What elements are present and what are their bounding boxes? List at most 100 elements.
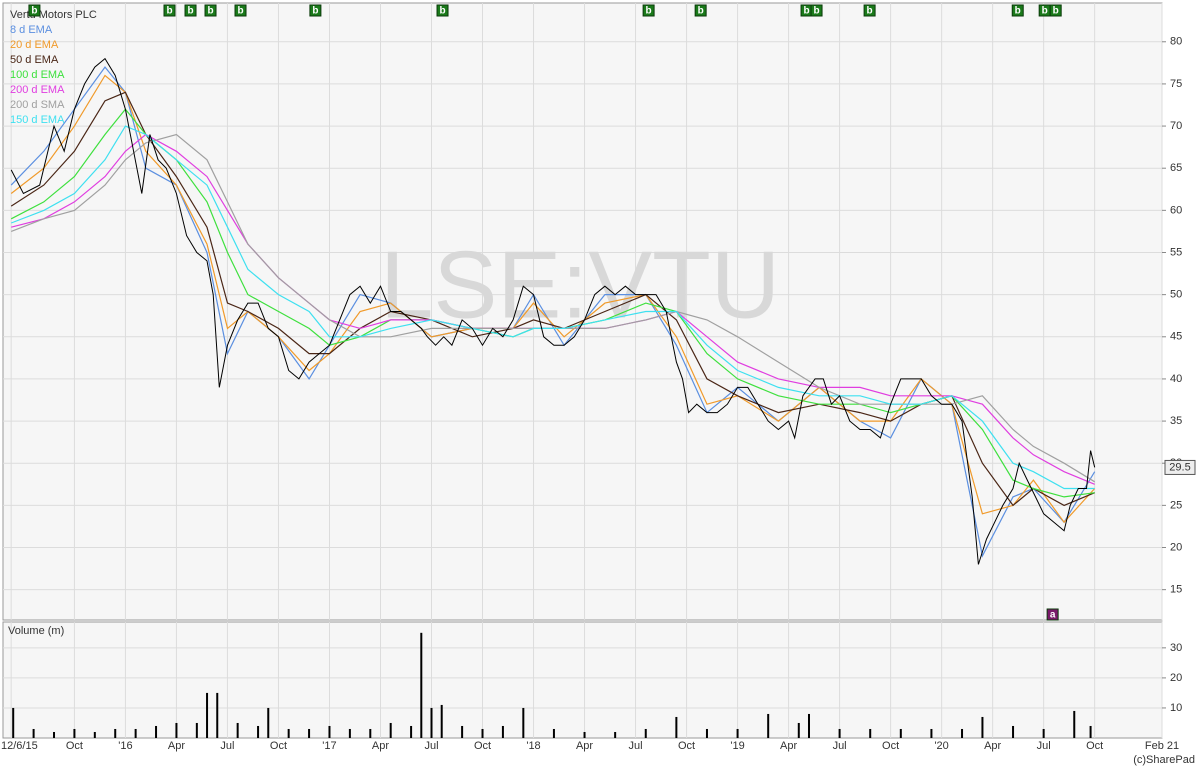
event-marker bbox=[642, 4, 655, 17]
event-label: b bbox=[207, 6, 213, 17]
event-marker bbox=[204, 4, 217, 17]
volume-bar bbox=[93, 731, 96, 738]
volume-bar bbox=[32, 728, 35, 738]
legend-entry: 100 d EMA bbox=[10, 69, 65, 81]
volume-bar bbox=[461, 725, 464, 738]
event-label: b bbox=[31, 6, 37, 17]
event-marker bbox=[234, 4, 247, 17]
event-label: b bbox=[1053, 6, 1059, 17]
volume-bar bbox=[767, 713, 770, 738]
legend-entry: 150 d EMA bbox=[10, 114, 65, 126]
volume-bar bbox=[328, 725, 331, 738]
x-tick-label: Jul bbox=[833, 740, 847, 752]
volume-bar bbox=[675, 716, 678, 738]
volume-bar bbox=[1089, 725, 1092, 738]
event-marker bbox=[184, 4, 197, 17]
volume-bar bbox=[308, 728, 311, 738]
volume-bar bbox=[73, 728, 76, 738]
event-label: b bbox=[439, 6, 445, 17]
y-tick-label: 10 bbox=[1170, 702, 1182, 714]
volume-bar bbox=[206, 692, 209, 738]
x-tick-label: Feb 21 bbox=[1145, 740, 1179, 752]
ma-line bbox=[10, 125, 1095, 490]
volume-bar bbox=[583, 731, 586, 738]
x-tick-label: Oct bbox=[882, 740, 899, 752]
volume-bar bbox=[1073, 710, 1076, 738]
legend-entry: 20 d EMA bbox=[10, 39, 59, 51]
volume-bar bbox=[501, 725, 504, 738]
x-tick-label: Oct bbox=[678, 740, 695, 752]
x-tick-label: '20 bbox=[934, 740, 948, 752]
price-panel bbox=[2, 2, 1163, 621]
volume-bar bbox=[981, 716, 984, 738]
volume-bar bbox=[522, 707, 525, 738]
volume-bar bbox=[899, 728, 902, 738]
chart-title: Volume (m) bbox=[8, 625, 64, 637]
event-label: a bbox=[1050, 610, 1056, 621]
volume-bar bbox=[838, 728, 841, 738]
last-price-box bbox=[1164, 459, 1196, 475]
y-tick-label: 25 bbox=[1170, 499, 1182, 511]
y-tick-label: 50 bbox=[1170, 289, 1182, 301]
legend-entry: 8 d EMA bbox=[10, 24, 53, 36]
volume-bar bbox=[961, 728, 964, 738]
price-line bbox=[10, 57, 1096, 565]
event-marker bbox=[810, 4, 823, 17]
y-tick-label: 65 bbox=[1170, 162, 1182, 174]
x-tick-label: Apr bbox=[168, 740, 185, 752]
x-tick-label: Apr bbox=[780, 740, 797, 752]
chart-title: Vertu Motors PLC bbox=[10, 9, 97, 21]
watermark: LSE:VTU bbox=[380, 231, 780, 338]
x-tick-label: '17 bbox=[322, 740, 336, 752]
volume-bar bbox=[175, 722, 178, 738]
volume-bar bbox=[797, 722, 800, 738]
event-marker bbox=[694, 4, 707, 17]
x-tick-label: Jul bbox=[629, 740, 643, 752]
y-tick-label: 45 bbox=[1170, 331, 1182, 343]
x-tick-label: Apr bbox=[576, 740, 593, 752]
volume-bar bbox=[481, 728, 484, 738]
y-tick-label: 35 bbox=[1170, 415, 1182, 427]
x-tick-label: Jul bbox=[424, 740, 438, 752]
y-tick-label: 75 bbox=[1170, 78, 1182, 90]
x-tick-label: Oct bbox=[270, 740, 287, 752]
event-marker bbox=[163, 4, 176, 17]
volume-bar bbox=[236, 722, 239, 738]
x-tick-label: Oct bbox=[1086, 740, 1103, 752]
event-label: b bbox=[1042, 6, 1048, 17]
event-label: b bbox=[166, 6, 172, 17]
volume-bar bbox=[134, 728, 137, 738]
event-marker bbox=[863, 4, 876, 17]
volume-panel bbox=[2, 621, 1163, 739]
y-tick-label: 80 bbox=[1170, 36, 1182, 48]
event-label: b bbox=[237, 6, 243, 17]
event-marker bbox=[1046, 608, 1059, 621]
volume-bar bbox=[614, 731, 617, 738]
y-tick-label: 30 bbox=[1170, 642, 1182, 654]
y-tick-label: 20 bbox=[1170, 541, 1182, 553]
event-label: b bbox=[867, 6, 873, 17]
event-label: b bbox=[1015, 6, 1021, 17]
volume-bar bbox=[389, 722, 392, 738]
event-label: b bbox=[813, 6, 819, 17]
event-marker bbox=[28, 4, 41, 17]
volume-bar bbox=[348, 728, 351, 738]
x-tick-label: Oct bbox=[474, 740, 491, 752]
volume-bar bbox=[369, 728, 372, 738]
event-marker bbox=[436, 4, 449, 17]
volume-bar bbox=[420, 632, 423, 738]
event-label: b bbox=[803, 6, 809, 17]
ma-line bbox=[10, 74, 1096, 524]
volume-bar bbox=[216, 692, 219, 738]
event-marker bbox=[309, 4, 322, 17]
x-tick-label: 12/6/15 bbox=[1, 740, 38, 752]
event-label: b bbox=[312, 6, 318, 17]
copyright: (c)SharePad bbox=[1133, 754, 1195, 766]
volume-bar bbox=[287, 728, 290, 738]
y-tick-label: 60 bbox=[1170, 204, 1182, 216]
ma-line bbox=[10, 133, 1096, 483]
volume-bar bbox=[410, 725, 413, 738]
volume-bar bbox=[257, 725, 260, 738]
volume-bar bbox=[53, 731, 56, 738]
